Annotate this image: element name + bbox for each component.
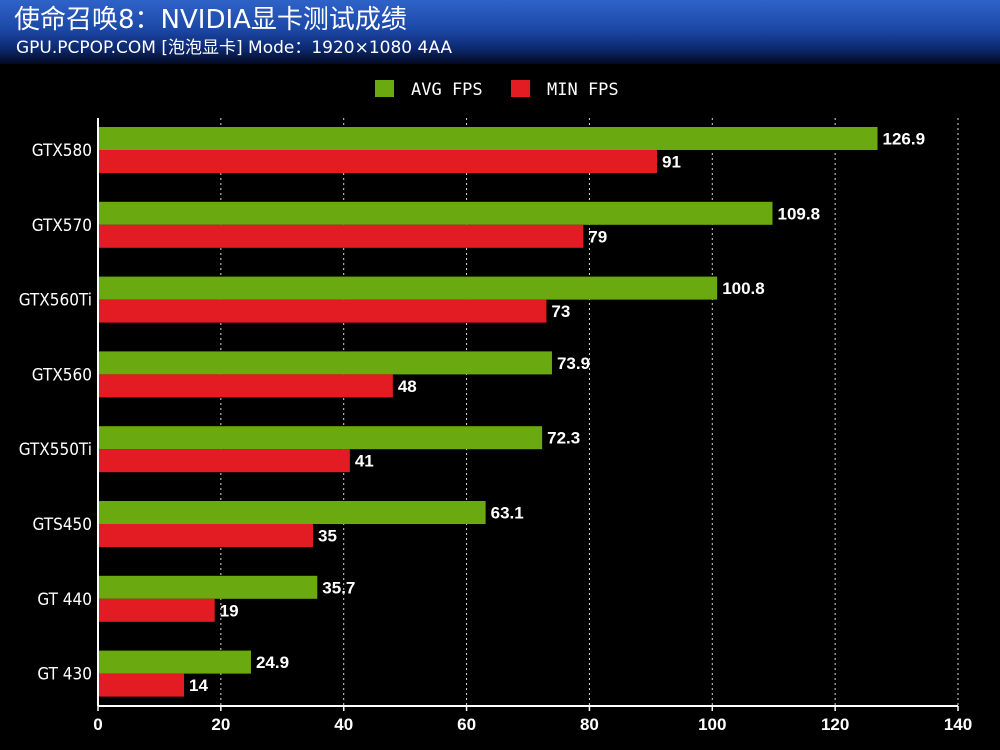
- data-label: 19: [220, 601, 239, 620]
- min-fps-bar: [98, 374, 393, 398]
- avg-fps-bar: [98, 501, 486, 524]
- min-fps-bar: [98, 673, 184, 697]
- x-tick-label: 20: [211, 715, 230, 734]
- data-label: 126.9: [883, 130, 926, 149]
- data-label: 100.8: [722, 279, 765, 298]
- category-label: GTX560Ti: [19, 291, 92, 311]
- header-banner: 使命召唤8：NVIDIA显卡测试成绩 GPU.PCPOP.COM [泡泡显卡] …: [0, 0, 1000, 64]
- category-label: GTX580: [32, 141, 92, 161]
- x-tick-label: 60: [457, 715, 476, 734]
- data-label: 63.1: [491, 504, 524, 523]
- min-fps-bar: [98, 524, 313, 547]
- data-label: 35.7: [322, 578, 355, 597]
- avg-fps-bar: [98, 650, 251, 674]
- legend-label-avg: AVG FPS: [411, 80, 483, 100]
- legend-swatch-avg: [375, 80, 394, 97]
- x-tick-label: 40: [334, 715, 353, 734]
- avg-fps-bar: [98, 127, 878, 150]
- min-fps-bar: [98, 150, 657, 173]
- data-label: 41: [355, 452, 374, 471]
- data-label: 109.8: [777, 204, 820, 223]
- category-label: GTS450: [33, 515, 92, 535]
- min-fps-bar: [98, 299, 547, 323]
- avg-fps-bar: [98, 426, 543, 450]
- data-label: 73.9: [557, 354, 590, 373]
- data-label: 14: [189, 676, 208, 695]
- legend-swatch-min: [511, 80, 530, 97]
- data-label: 91: [662, 153, 681, 172]
- x-tick-label: 100: [698, 715, 726, 734]
- data-label: 35: [318, 527, 337, 546]
- x-tick-label: 0: [93, 715, 102, 734]
- category-label: GT 430: [37, 665, 92, 685]
- category-label: GTX570: [32, 216, 92, 236]
- avg-fps-bar: [98, 575, 318, 599]
- x-tick-label: 80: [580, 715, 599, 734]
- category-label: GTX550Ti: [19, 440, 92, 460]
- avg-fps-bar: [98, 351, 552, 375]
- data-label: 24.9: [256, 653, 289, 672]
- x-tick-label: 120: [821, 715, 849, 734]
- avg-fps-bar: [98, 201, 773, 225]
- min-fps-bar: [98, 449, 350, 473]
- category-label: GTX560: [32, 365, 92, 385]
- data-label: 48: [398, 377, 417, 396]
- chart-title: 使命召唤8：NVIDIA显卡测试成绩: [14, 5, 407, 35]
- x-tick-label: 140: [944, 715, 972, 734]
- data-label: 72.3: [547, 429, 580, 448]
- category-label: GT 440: [37, 590, 92, 610]
- data-label: 79: [588, 227, 607, 246]
- min-fps-bar: [98, 598, 215, 622]
- min-fps-bar: [98, 224, 584, 248]
- data-label: 73: [551, 302, 570, 321]
- avg-fps-bar: [98, 276, 718, 300]
- chart-subtitle: GPU.PCPOP.COM [泡泡显卡] Mode：1920×1080 4AA: [16, 38, 453, 58]
- legend-label-min: MIN FPS: [547, 80, 619, 100]
